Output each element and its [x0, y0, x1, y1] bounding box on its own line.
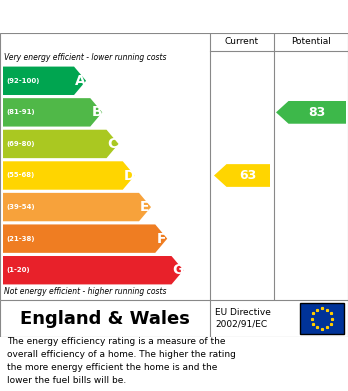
Text: 63: 63 — [240, 169, 257, 182]
Text: Current: Current — [225, 38, 259, 47]
Text: (81-91): (81-91) — [6, 109, 34, 115]
Text: Potential: Potential — [291, 38, 331, 47]
Polygon shape — [214, 164, 270, 187]
Ellipse shape — [300, 303, 344, 334]
Text: E: E — [140, 200, 150, 214]
Polygon shape — [276, 101, 346, 124]
Polygon shape — [3, 98, 102, 127]
Text: B: B — [92, 105, 102, 119]
Text: (92-100): (92-100) — [6, 78, 39, 84]
Text: Not energy efficient - higher running costs: Not energy efficient - higher running co… — [4, 287, 166, 296]
FancyBboxPatch shape — [300, 303, 344, 334]
Text: (1-20): (1-20) — [6, 267, 30, 273]
Text: Very energy efficient - lower running costs: Very energy efficient - lower running co… — [4, 53, 166, 62]
Polygon shape — [3, 66, 86, 95]
Polygon shape — [3, 193, 151, 221]
Text: (55-68): (55-68) — [6, 172, 34, 179]
Text: C: C — [108, 137, 118, 151]
Polygon shape — [3, 161, 135, 190]
Text: F: F — [157, 231, 166, 246]
Text: (39-54): (39-54) — [6, 204, 34, 210]
Text: (69-80): (69-80) — [6, 141, 34, 147]
Polygon shape — [3, 130, 119, 158]
Text: G: G — [173, 263, 184, 277]
Text: EU Directive
2002/91/EC: EU Directive 2002/91/EC — [215, 308, 271, 329]
Text: Energy Efficiency Rating: Energy Efficiency Rating — [10, 9, 220, 24]
Text: D: D — [124, 169, 135, 183]
Text: A: A — [75, 74, 86, 88]
Polygon shape — [3, 256, 183, 284]
Text: The energy efficiency rating is a measure of the
overall efficiency of a home. T: The energy efficiency rating is a measur… — [7, 337, 236, 385]
Polygon shape — [3, 224, 167, 253]
Text: England & Wales: England & Wales — [20, 310, 190, 328]
Text: 83: 83 — [309, 106, 326, 119]
Text: (21-38): (21-38) — [6, 236, 34, 242]
